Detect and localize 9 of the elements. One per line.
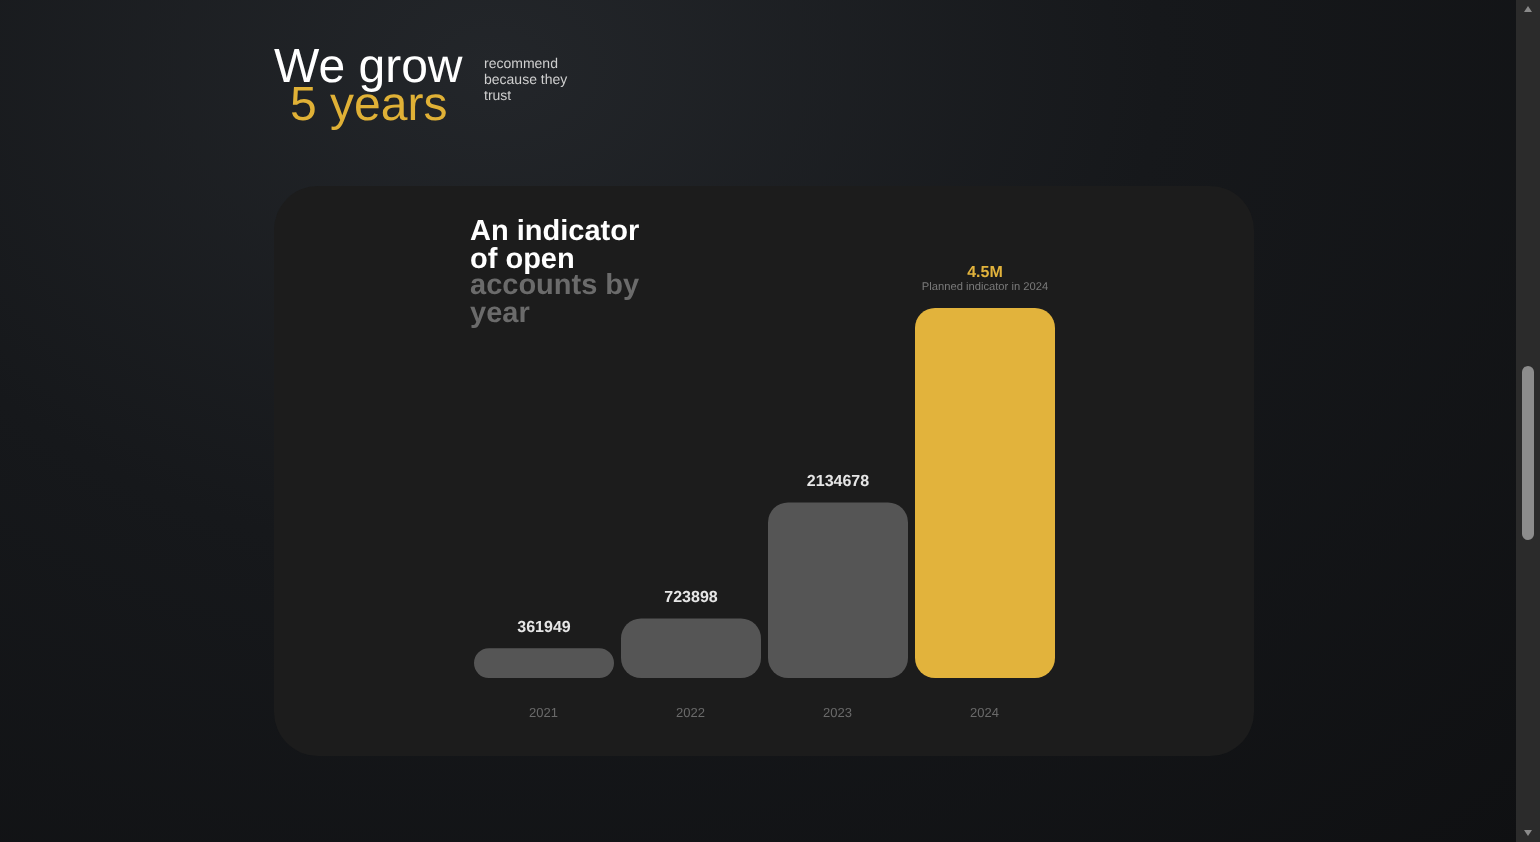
data-label: 4.5M: [967, 262, 1004, 280]
data-label: 2134678: [806, 471, 871, 490]
bar: [768, 502, 908, 678]
bar: [474, 648, 614, 678]
bar: [621, 618, 761, 678]
data-label: 361949: [517, 617, 572, 636]
chart-title: An indicator of open: [470, 216, 640, 275]
data-label: 723898: [664, 587, 719, 606]
bar: [915, 308, 1055, 678]
